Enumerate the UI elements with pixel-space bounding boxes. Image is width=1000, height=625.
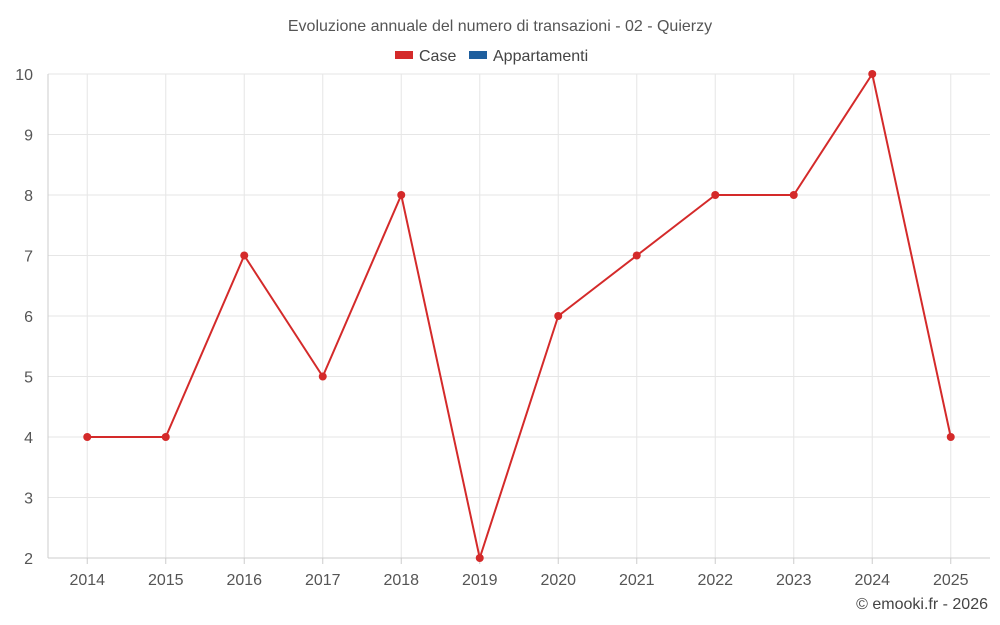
data-point-case-2019[interactable] [475, 554, 484, 562]
axes: 2 3 4 5 6 7 8 9 10 2014 2015 2016 2017 2018 2019 2020 20… [15, 67, 990, 589]
legend-swatch-appartamenti [469, 51, 487, 59]
data-point-case-2016[interactable] [240, 251, 249, 260]
data-point-case-2015[interactable] [161, 433, 170, 441]
x-tick-label: 2023 [776, 572, 812, 589]
data-point-case-2023[interactable] [789, 191, 798, 199]
data-point-case-2014[interactable] [83, 433, 92, 441]
credit-text: © emooki.fr - 2026 [856, 596, 988, 613]
data-point-case-2022[interactable] [711, 191, 720, 199]
x-tick-label: 2019 [462, 572, 498, 589]
y-tick-label: 8 [24, 188, 33, 205]
y-tick-label: 3 [24, 491, 33, 508]
data-point-case-2025[interactable] [946, 433, 955, 441]
legend: Case Appartamenti [395, 48, 588, 65]
series-case [83, 70, 955, 562]
x-tick-label: 2018 [383, 572, 419, 589]
legend-item-case[interactable]: Case [395, 48, 456, 65]
y-tick-label: 6 [24, 309, 33, 326]
y-tick-label: 2 [24, 551, 33, 568]
data-point-case-2020[interactable] [554, 312, 563, 320]
y-tick-label: 4 [24, 430, 33, 447]
data-point-case-2021[interactable] [632, 251, 641, 260]
x-tick-label: 2014 [69, 572, 105, 589]
x-tick-label: 2022 [697, 572, 733, 589]
x-tick-label: 2020 [540, 572, 576, 589]
legend-swatch-case [395, 51, 413, 59]
y-tick-label: 5 [24, 370, 33, 387]
chart-title: Evoluzione annuale del numero di transaz… [288, 18, 712, 35]
y-tick-label: 7 [24, 249, 33, 266]
x-tick-label: 2017 [305, 572, 341, 589]
legend-item-appartamenti[interactable]: Appartamenti [469, 48, 588, 65]
series-line-case [87, 73, 952, 559]
x-tick-label: 2024 [854, 572, 890, 589]
x-tick-label: 2025 [933, 572, 969, 589]
y-tick-label: 9 [24, 128, 33, 145]
data-point-case-2024[interactable] [868, 70, 877, 78]
grid [48, 73, 990, 558]
x-tick-label: 2015 [148, 572, 184, 589]
legend-label-appartamenti: Appartamenti [493, 48, 588, 65]
y-tick-label: 10 [15, 67, 33, 84]
data-point-case-2017[interactable] [318, 372, 327, 381]
x-tick-label: 2016 [226, 572, 262, 589]
x-tick-label: 2021 [619, 572, 655, 589]
data-point-case-2018[interactable] [397, 191, 406, 199]
legend-label-case: Case [419, 48, 456, 65]
